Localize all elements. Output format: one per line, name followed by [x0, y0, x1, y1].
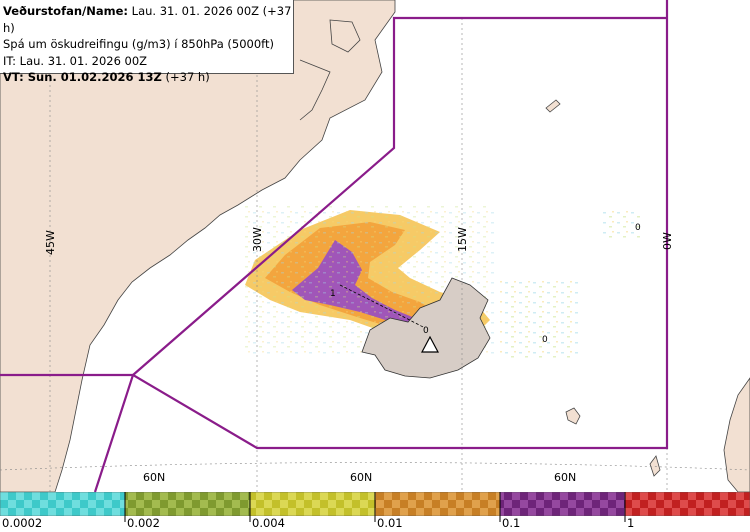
lon-label-45w: 45W: [44, 230, 57, 255]
lat-label-3: 60N: [554, 471, 576, 484]
contour-labels: 1 0 0 0: [330, 223, 641, 345]
contour-label-3: 0: [542, 335, 548, 345]
legend-swatch-4: [499, 492, 626, 517]
iceland-landmass: [361, 277, 491, 379]
info-name-value: Lau. 31. 01. 2026 00Z (+37 h): [3, 4, 292, 35]
forecast-info-panel: Veðurstofan/Name: Lau. 31. 01. 2026 00Z …: [0, 0, 294, 84]
info-line-4: VT: Sun. 01.02.2026 13Z (+37 h): [3, 69, 293, 86]
legend-swatch-3: [374, 492, 501, 517]
info-name-label: Veðurstofan/Name:: [3, 4, 128, 18]
greenland-landmass: [0, 0, 396, 493]
legend-label-0: 0.0002: [2, 516, 43, 530]
concentration-legend: [0, 492, 750, 532]
lon-label-30w: 30W: [251, 227, 264, 252]
shetland-islands: [649, 455, 661, 477]
latitude-labels: 60N 60N 60N: [143, 471, 576, 484]
legend-label-5: 1: [627, 516, 635, 530]
longitude-labels: 45W 30W 15W 0W: [44, 227, 674, 255]
legend-swatch-5: [624, 492, 750, 517]
lat-label-1: 60N: [143, 471, 165, 484]
greenland-island: [329, 19, 361, 53]
legend-label-3: 0.01: [377, 516, 403, 530]
faroe-islands: [565, 407, 581, 425]
lat-label-2: 60N: [350, 471, 372, 484]
lon-label-15w: 15W: [456, 227, 469, 252]
ash-speckle-east: [500, 280, 580, 360]
legend-label-strip: [0, 516, 750, 532]
lon-label-0w: 0W: [661, 232, 674, 250]
legend-swatch-1: [124, 492, 251, 517]
greenland-fjord: [299, 59, 331, 121]
legend-label-4: 0.1: [502, 516, 521, 530]
ash-speckle-far-east: [600, 210, 640, 240]
contour-label-4: 0: [635, 223, 641, 233]
legend-label-1: 0.002: [127, 516, 160, 530]
volcano-marker: [421, 335, 439, 353]
region-outline: [131, 0, 669, 450]
contour-line: [339, 284, 426, 329]
region-outline-west: [0, 373, 135, 493]
info-line-1: Veðurstofan/Name: Lau. 31. 01. 2026 00Z …: [3, 3, 293, 36]
info-line-3: IT: Lau. 31. 01. 2026 00Z: [3, 53, 148, 68]
info-line-2: Spá um öskudreifingu (g/m3) í 850hPa (50…: [3, 37, 275, 51]
legend-label-2: 0.004: [252, 516, 285, 530]
info-vt-label: VT: Sun. 01.02.2026 13Z: [3, 70, 162, 84]
legend-swatch-2: [249, 492, 376, 517]
info-vt-value: (+37 h): [161, 70, 210, 84]
contour-label-2: 0: [423, 326, 429, 336]
contour-label-1: 1: [330, 289, 336, 299]
legend-ticks: [124, 492, 626, 522]
legend-swatch-0: [0, 492, 126, 517]
jan-mayen-island: [545, 99, 561, 113]
